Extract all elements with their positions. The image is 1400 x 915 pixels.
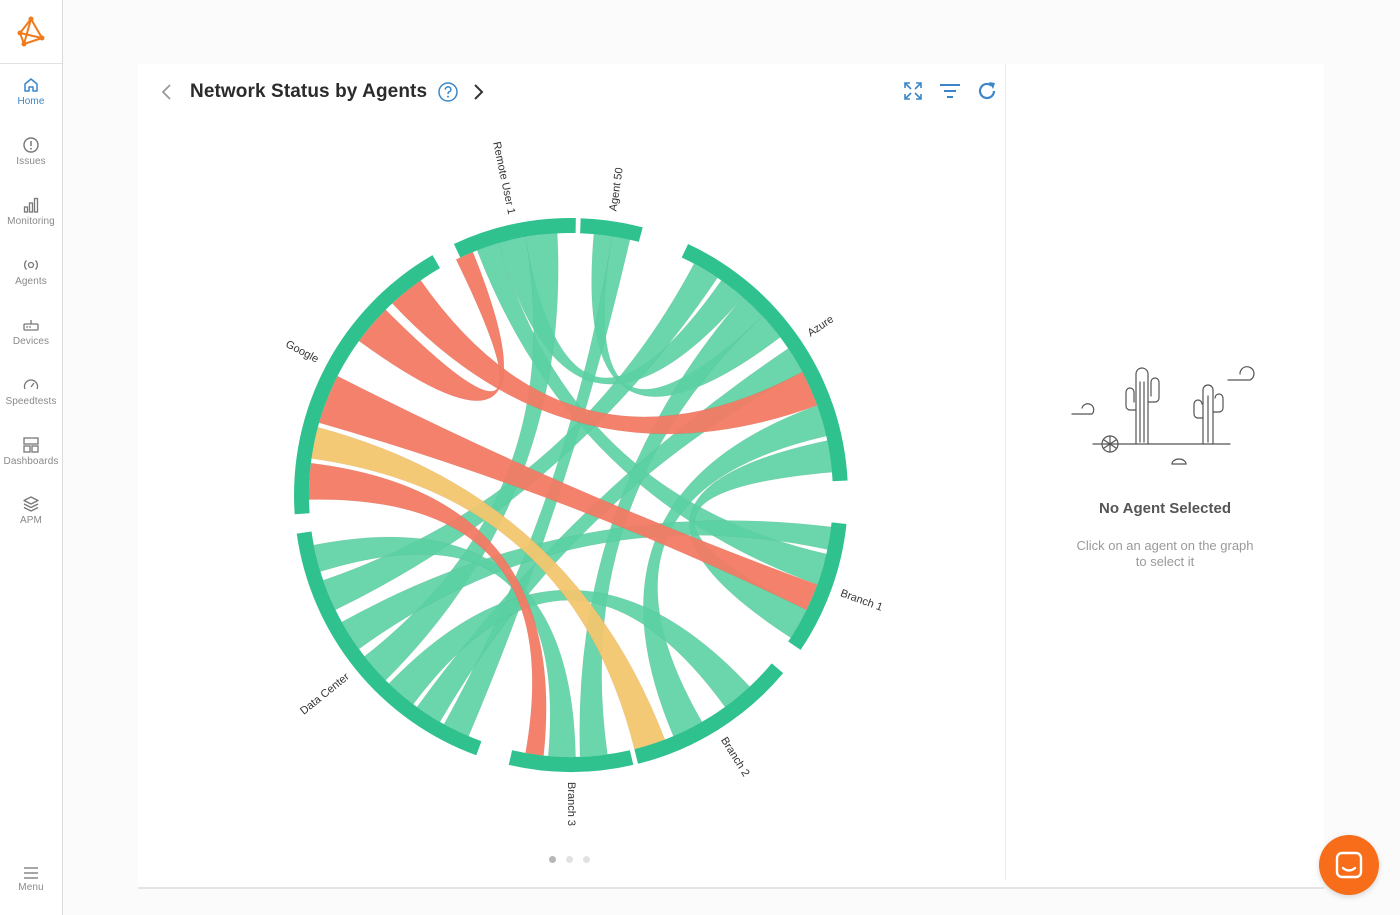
agent-arc-6[interactable]: [296, 531, 482, 756]
agent-label[interactable]: Google: [283, 338, 320, 365]
previous-widget-button[interactable]: [160, 82, 174, 102]
agent-arc-2[interactable]: [681, 244, 848, 482]
home-icon: [24, 78, 38, 92]
agent-label[interactable]: Agent 50: [607, 167, 625, 212]
widget-toolbar: [900, 78, 1000, 104]
help-circle-icon: [438, 82, 458, 102]
sidebar-item-label: Speedtests: [5, 396, 57, 407]
hamburger-icon: [24, 867, 38, 879]
chord-ribbon-ok[interactable]: [313, 536, 576, 758]
sidebar-item-label: Issues: [16, 156, 46, 167]
sidebar-item-monitoring[interactable]: Monitoring: [0, 196, 62, 252]
sidebar-item-label: Dashboards: [3, 456, 59, 467]
sidebar-item-label: APM: [20, 515, 42, 526]
filter-icon: [940, 84, 960, 98]
router-icon: [23, 320, 39, 331]
speedometer-icon: [23, 379, 39, 390]
alert-circle-icon: [23, 137, 39, 153]
refresh-button[interactable]: [974, 78, 1000, 104]
menu-button[interactable]: Menu: [0, 866, 62, 906]
sidebar-item-devices[interactable]: Devices: [0, 316, 62, 372]
agent-label[interactable]: Azure: [805, 313, 836, 339]
agent-label[interactable]: Remote User 1: [490, 141, 517, 216]
agent-label[interactable]: Branch 3: [565, 782, 577, 826]
refresh-icon: [978, 82, 996, 100]
widget-header: Network Status by Agents: [160, 76, 485, 108]
agent-arc-7[interactable]: [294, 255, 440, 515]
sidebar-item-dashboards[interactable]: Dashboards: [0, 436, 62, 492]
sidebar-item-label: Agents: [15, 276, 47, 287]
chord-ribbon-ok[interactable]: [388, 589, 751, 708]
network-status-chord-chart: Remote User 1 Agent 50 Azure Branch 1 Branch…: [283, 141, 884, 826]
agent-arc-5[interactable]: [508, 750, 634, 772]
sidebar-item-apm[interactable]: APM: [0, 495, 62, 551]
sidebar-item-label: Devices: [12, 336, 50, 347]
dashboard-grid-icon: [23, 437, 39, 453]
sidebar-item-agents[interactable]: Agents: [0, 256, 62, 312]
agent-broadcast-icon: [24, 260, 38, 270]
expand-icon: [904, 82, 922, 100]
sidebar-item-label: Home: [17, 96, 45, 107]
menu-label: Menu: [18, 882, 44, 893]
no-agent-subtitle: Click on an agent on the graph to select…: [1076, 538, 1254, 569]
agent-arc-4[interactable]: [634, 663, 784, 764]
agent-label[interactable]: Branch 1: [839, 587, 884, 613]
agent-label[interactable]: Data Center: [298, 671, 352, 718]
chevron-left-icon: [161, 84, 171, 100]
sidebar: Home Issues Monitoring Agents Devices Sp…: [0, 0, 63, 915]
pagination-dot[interactable]: [549, 856, 556, 863]
desert-cactus-illustration: [1071, 366, 1255, 465]
page-title: Network Status by Agents: [190, 81, 428, 102]
agent-label[interactable]: Branch 2: [718, 735, 752, 779]
pagination-dot[interactable]: [566, 856, 573, 863]
logo-icon: [17, 16, 45, 46]
agent-arc-0[interactable]: [453, 217, 576, 258]
bar-chart-icon: [23, 197, 39, 213]
next-widget-button[interactable]: [471, 82, 485, 102]
chord-ribbon-ok[interactable]: [322, 263, 718, 611]
app-logo[interactable]: [0, 0, 62, 64]
sidebar-item-issues[interactable]: Issues: [0, 136, 62, 192]
sidebar-item-label: Monitoring: [7, 216, 55, 227]
chord-ribbon-critical[interactable]: [391, 279, 818, 435]
panel-divider: [1005, 64, 1006, 880]
agent-arc-1[interactable]: [580, 218, 643, 242]
help-button[interactable]: [437, 81, 459, 103]
layers-icon: [23, 496, 39, 512]
filter-button[interactable]: [937, 78, 963, 104]
chat-icon: [1335, 851, 1363, 879]
fullscreen-button[interactable]: [900, 78, 926, 104]
no-agent-title: No Agent Selected: [1099, 500, 1231, 517]
sidebar-item-home[interactable]: Home: [0, 76, 62, 132]
agent-arc-3[interactable]: [788, 522, 847, 650]
sidebar-item-speedtests[interactable]: Speedtests: [0, 376, 62, 432]
pagination-dots: [549, 856, 590, 863]
chat-launcher-button[interactable]: [1319, 835, 1379, 895]
chevron-right-icon: [474, 84, 484, 100]
pagination-dot[interactable]: [583, 856, 590, 863]
